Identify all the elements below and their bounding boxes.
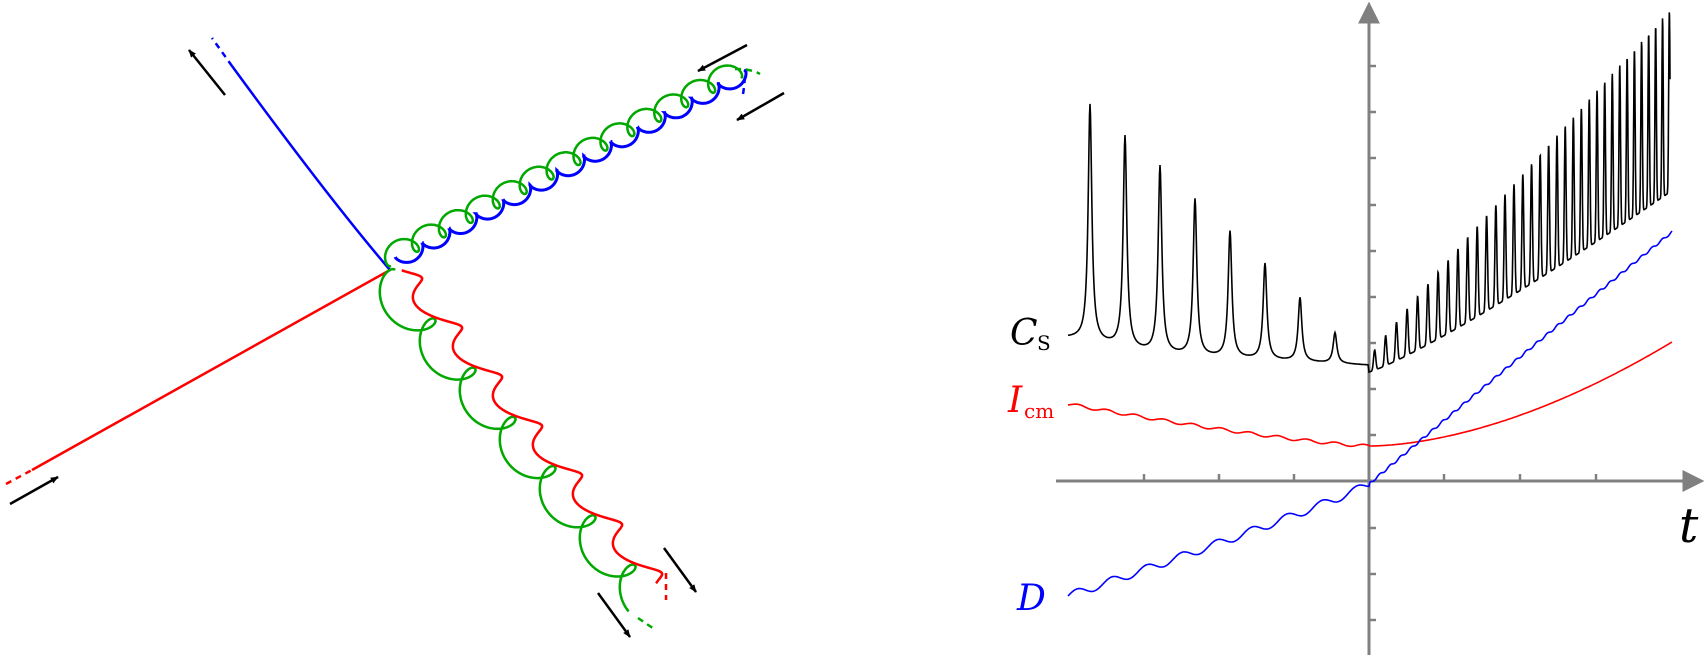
blue-outgoing-dashed: [210, 37, 234, 67]
icm-label: I cm: [1007, 380, 1054, 423]
outgoing-green-arrow: [596, 592, 632, 638]
outgoing-red-arrow: [662, 547, 698, 593]
incoming-green-arrow: [697, 43, 748, 73]
red-incoming-dashed: [5, 468, 33, 486]
green-binary-trajectory-upper: [383, 64, 744, 268]
outgoing-blue-arrow: [188, 49, 226, 96]
curve-d: [1067, 230, 1673, 597]
axis-ticks: [1142, 64, 1598, 622]
red-incoming-trajectory: [31, 268, 391, 472]
curve-cs: [1067, 12, 1671, 374]
cs-label: C S: [1010, 313, 1051, 355]
blue-outgoing-trajectory: [230, 65, 391, 271]
green-upper-dashed: [734, 67, 761, 76]
green-lower-dashed: [637, 616, 657, 632]
red-binary-trajectory-lower: [401, 269, 664, 585]
d-label-symbol: D: [1016, 578, 1046, 619]
cs-label-symbol: C: [1010, 313, 1038, 354]
blue-upper-dashed: [741, 69, 747, 95]
incoming-red-arrow: [9, 475, 59, 506]
green-binary-trajectory-lower: [378, 267, 637, 613]
curve-icm: [1067, 341, 1673, 448]
cs-label-subscript: S: [1037, 331, 1051, 355]
blue-binary-trajectory-upper: [393, 68, 748, 264]
incoming-blue-arrow: [736, 91, 785, 122]
d-label: D: [1016, 578, 1046, 619]
icm-label-subscript: cm: [1024, 399, 1054, 423]
icm-label-symbol: I: [1007, 380, 1023, 421]
time-series-plot: t C S I cm D: [1007, 1, 1705, 655]
time-axis-label: t: [1679, 498, 1699, 554]
trajectory-diagram: [5, 37, 785, 638]
